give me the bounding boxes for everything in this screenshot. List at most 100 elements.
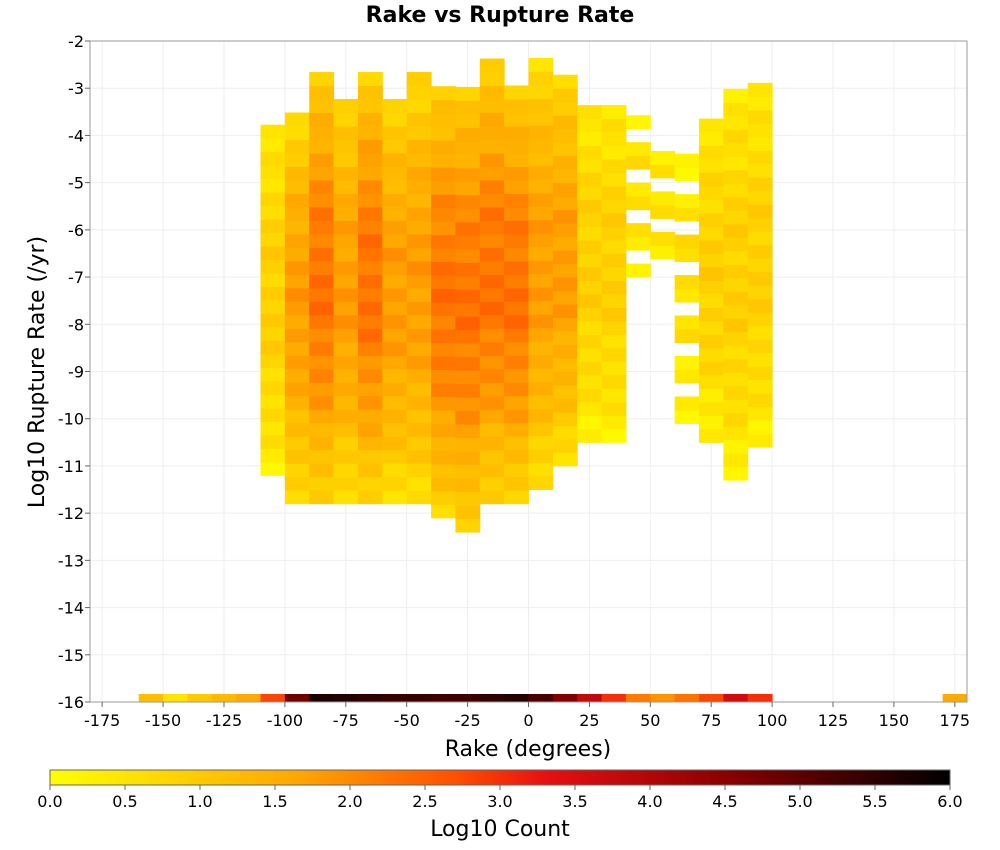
heatmap-bottom-cell — [333, 694, 359, 702]
heatmap-cell — [455, 518, 481, 533]
heatmap-cell — [260, 205, 286, 220]
heatmap-cell — [504, 355, 529, 370]
heatmap-cell — [333, 463, 359, 478]
heatmap-cell — [284, 382, 310, 397]
x-axis-label: Rake (degrees) — [445, 737, 612, 762]
x-tick-label: 150 — [879, 711, 910, 730]
heatmap-cell — [284, 368, 310, 383]
x-tick-label: 175 — [940, 711, 971, 730]
heatmap-cell — [309, 382, 335, 397]
heatmap-cell — [260, 380, 286, 395]
heatmap-cell — [357, 85, 383, 100]
heatmap-cell — [333, 490, 359, 505]
heatmap-cell — [357, 355, 383, 370]
heatmap-bottom-cell — [406, 694, 432, 702]
heatmap-bottom-cell — [625, 694, 651, 702]
x-tick-label: -75 — [333, 711, 359, 730]
heatmap-cell — [747, 285, 773, 300]
heatmap-cell — [723, 156, 749, 171]
heatmap-cell — [504, 85, 529, 100]
heatmap-cell — [357, 422, 383, 437]
heatmap-cell — [431, 207, 456, 222]
heatmap-cell — [577, 388, 603, 403]
heatmap-cell — [284, 422, 310, 437]
heatmap-cell — [528, 111, 554, 126]
heatmap-cell — [431, 221, 456, 236]
heatmap-cell — [504, 287, 529, 302]
heatmap-cell — [284, 166, 310, 181]
heatmap-cell — [455, 383, 481, 398]
heatmap-cell — [333, 368, 359, 383]
heatmap-cell — [309, 395, 335, 410]
heatmap-cell — [406, 85, 432, 100]
heatmap-cell — [747, 136, 773, 151]
heatmap-cell — [528, 192, 554, 207]
heatmap-cell — [504, 260, 529, 275]
heatmap-cell — [357, 233, 383, 248]
heatmap-cell — [455, 491, 481, 506]
heatmap-cell — [455, 410, 481, 425]
heatmap-cell — [552, 142, 578, 157]
heatmap-cell — [479, 247, 505, 262]
heatmap-cell — [333, 260, 359, 275]
heatmap-cell — [601, 374, 627, 389]
heatmap-bottom-cell — [528, 694, 554, 702]
heatmap-cell — [357, 368, 383, 383]
heatmap-cell — [382, 409, 408, 424]
y-tick-label: -7 — [68, 268, 84, 287]
heatmap-cell — [382, 287, 408, 302]
heatmap-cell — [333, 328, 359, 343]
heatmap-cell — [406, 368, 432, 383]
heatmap-cell — [504, 328, 529, 343]
heatmap-cell — [601, 239, 627, 254]
heatmap-cell — [382, 355, 408, 370]
heatmap-cell — [601, 118, 627, 133]
heatmap-bottom-cell — [650, 694, 676, 702]
heatmap-cell — [504, 126, 529, 140]
heatmap-cell — [309, 179, 335, 194]
heatmap-cell — [528, 368, 554, 383]
y-tick-label: -15 — [58, 646, 84, 665]
heatmap-cell — [260, 232, 286, 247]
heatmap-cell — [309, 247, 335, 262]
heatmap-cell — [723, 426, 749, 441]
heatmap-cell — [455, 127, 481, 142]
heatmap-cell — [309, 301, 335, 316]
heatmap-cell — [504, 409, 529, 424]
heatmap-cell — [479, 85, 505, 100]
heatmap-cell — [382, 233, 408, 248]
heatmap-cell — [357, 72, 383, 87]
heatmap-cell — [260, 407, 286, 422]
heatmap-cell — [431, 355, 456, 370]
heatmap-cell — [382, 463, 408, 478]
heatmap-cell — [406, 422, 432, 437]
heatmap-cell — [382, 368, 408, 383]
heatmap-cell — [455, 316, 481, 331]
heatmap-cell — [723, 372, 749, 387]
heatmap-cell — [747, 298, 773, 313]
heatmap-cell — [357, 476, 383, 491]
heatmap-cell — [528, 98, 554, 113]
heatmap-cell — [431, 180, 456, 195]
heatmap-cell — [504, 436, 529, 451]
colorbar — [49, 769, 951, 786]
heatmap-cell — [601, 132, 627, 147]
heatmap-cell — [455, 154, 481, 169]
heatmap-cell — [431, 369, 456, 384]
heatmap-cell — [723, 142, 749, 157]
heatmap-cell — [431, 396, 456, 411]
heatmap-cell — [479, 382, 505, 397]
heatmap-cell — [601, 159, 627, 174]
heatmap-cell — [406, 72, 432, 87]
heatmap-cell — [601, 293, 627, 308]
heatmap-cell — [601, 347, 627, 362]
heatmap-cell — [552, 411, 578, 426]
heatmap-cell — [504, 301, 529, 316]
colorbar-label: Log10 Count — [430, 817, 570, 842]
heatmap-cell — [406, 112, 432, 127]
heatmap-cell — [333, 233, 359, 248]
heatmap-cell — [747, 217, 773, 232]
heatmap-cell — [284, 260, 310, 275]
heatmap-cell — [382, 166, 408, 181]
heatmap-cell — [479, 341, 505, 356]
